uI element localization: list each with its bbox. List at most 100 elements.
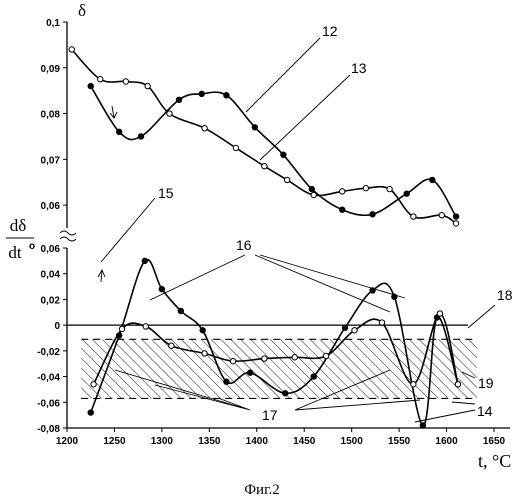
callout-15: 15 xyxy=(158,185,174,201)
upper-y-tick-label: 0,07 xyxy=(41,155,61,166)
series-16-point xyxy=(342,325,347,330)
series-13-point xyxy=(262,164,267,169)
series-13-point xyxy=(145,83,150,88)
series-16-point xyxy=(200,328,205,333)
x-tick-label: 1400 xyxy=(246,436,269,447)
callout-14: 14 xyxy=(477,403,493,419)
series-16-point xyxy=(292,355,297,360)
x-axis-label: t, °C xyxy=(478,451,511,471)
lower-y-label-numerator: dδ xyxy=(10,216,27,235)
series-13-point xyxy=(284,177,289,182)
series-12-point xyxy=(339,207,344,212)
series-12-line xyxy=(91,86,456,217)
x-tick-label: 1550 xyxy=(388,436,411,447)
series-16-point xyxy=(169,343,174,348)
leader-15 xyxy=(101,198,155,262)
series-16-point xyxy=(224,379,229,384)
series-16-point xyxy=(159,286,164,291)
upper-y-tick-label: 0,09 xyxy=(41,64,61,75)
series-16-point xyxy=(247,370,252,375)
leader-12 xyxy=(246,38,320,112)
series-12-point xyxy=(88,83,93,88)
series-13-point xyxy=(311,192,316,197)
axis-break-mark xyxy=(60,231,76,241)
series-12-point xyxy=(281,152,286,157)
x-ticks: 1200125013001350140014501500155016001650 xyxy=(56,428,506,447)
leader-18 xyxy=(468,305,495,328)
lower-y-tick-label: 0,06 xyxy=(41,244,61,255)
series-16-point xyxy=(437,311,442,316)
series-13-point xyxy=(439,212,444,217)
lower-y-tick-label: -0,04 xyxy=(37,373,60,384)
callout-12: 12 xyxy=(322,23,338,39)
series-13-point xyxy=(98,77,103,82)
series-13-point xyxy=(233,145,238,150)
series-16-point xyxy=(283,391,288,396)
series-16-point xyxy=(116,333,121,338)
series-12-point xyxy=(370,212,375,217)
series-16-point xyxy=(379,320,384,325)
hatched-band xyxy=(81,339,477,398)
series-12-point xyxy=(453,214,458,219)
series-13-point xyxy=(453,221,458,226)
series-16-point xyxy=(420,423,425,428)
series-12-point xyxy=(199,91,204,96)
leader-13 xyxy=(260,75,350,160)
x-tick-label: 1600 xyxy=(435,436,458,447)
series-16-point xyxy=(352,328,357,333)
series-13-point xyxy=(339,189,344,194)
lower-y-tick-label: 0,04 xyxy=(41,270,61,281)
lower-y-tick-label: -0,08 xyxy=(37,424,60,435)
series-13-point xyxy=(387,186,392,191)
series-16-point xyxy=(411,382,416,387)
series-12-point xyxy=(176,97,181,102)
series-16-point xyxy=(455,382,460,387)
direction-arrow-lower xyxy=(98,270,105,282)
upper-y-tick-label: 0,08 xyxy=(41,110,61,121)
series-16-point xyxy=(143,324,148,329)
upper-y-tick-label: 0,1 xyxy=(46,18,60,29)
callout-18: 18 xyxy=(497,287,513,303)
lower-y-tick-label: -0,02 xyxy=(37,347,60,358)
callout-19: 19 xyxy=(478,375,494,391)
leader-16 xyxy=(150,255,405,312)
series-13-point xyxy=(202,126,207,131)
lower-y-label-superscript: o xyxy=(29,241,35,252)
callout-13: 13 xyxy=(351,60,367,76)
x-tick-label: 1250 xyxy=(103,436,126,447)
series-12-point xyxy=(309,186,314,191)
x-tick-label: 1500 xyxy=(341,436,364,447)
x-tick-label: 1300 xyxy=(151,436,174,447)
upper-y-ticks: 0,06 0,07 0,08 0,09 0,1 xyxy=(41,18,67,212)
x-tick-label: 1200 xyxy=(56,436,79,447)
series-16-point xyxy=(230,358,235,363)
series-13-point xyxy=(167,111,172,116)
series-16-point xyxy=(88,410,93,415)
series-16-point xyxy=(311,374,316,379)
series-13-point xyxy=(411,214,416,219)
lower-y-tick-label: 0,02 xyxy=(41,295,61,306)
leader-14 xyxy=(415,402,475,422)
x-tick-label: 1450 xyxy=(293,436,316,447)
lower-y-ticks: 0,060,040,020-0,02-0,04-0,06-0,08 xyxy=(37,244,67,435)
lower-y-label-denominator: dt xyxy=(8,243,22,262)
upper-y-tick-label: 0,06 xyxy=(41,201,61,212)
series-16-point xyxy=(119,326,124,331)
series-12-point xyxy=(224,93,229,98)
callout-16: 16 xyxy=(236,237,252,253)
direction-arrow-upper xyxy=(110,106,117,118)
series-13-point xyxy=(363,185,368,190)
callout-17: 17 xyxy=(262,407,278,423)
series-12-point xyxy=(116,129,121,134)
series-12-point xyxy=(138,134,143,139)
series-16-point xyxy=(178,308,183,313)
series-13-point xyxy=(123,79,128,84)
x-tick-label: 1350 xyxy=(198,436,221,447)
lower-y-tick-label: -0,06 xyxy=(37,398,60,409)
figure-caption: Фиг.2 xyxy=(244,482,280,498)
series-16-point xyxy=(91,382,96,387)
upper-y-label: δ xyxy=(78,1,86,20)
series-12-point xyxy=(252,125,257,130)
series-12-point xyxy=(404,191,409,196)
